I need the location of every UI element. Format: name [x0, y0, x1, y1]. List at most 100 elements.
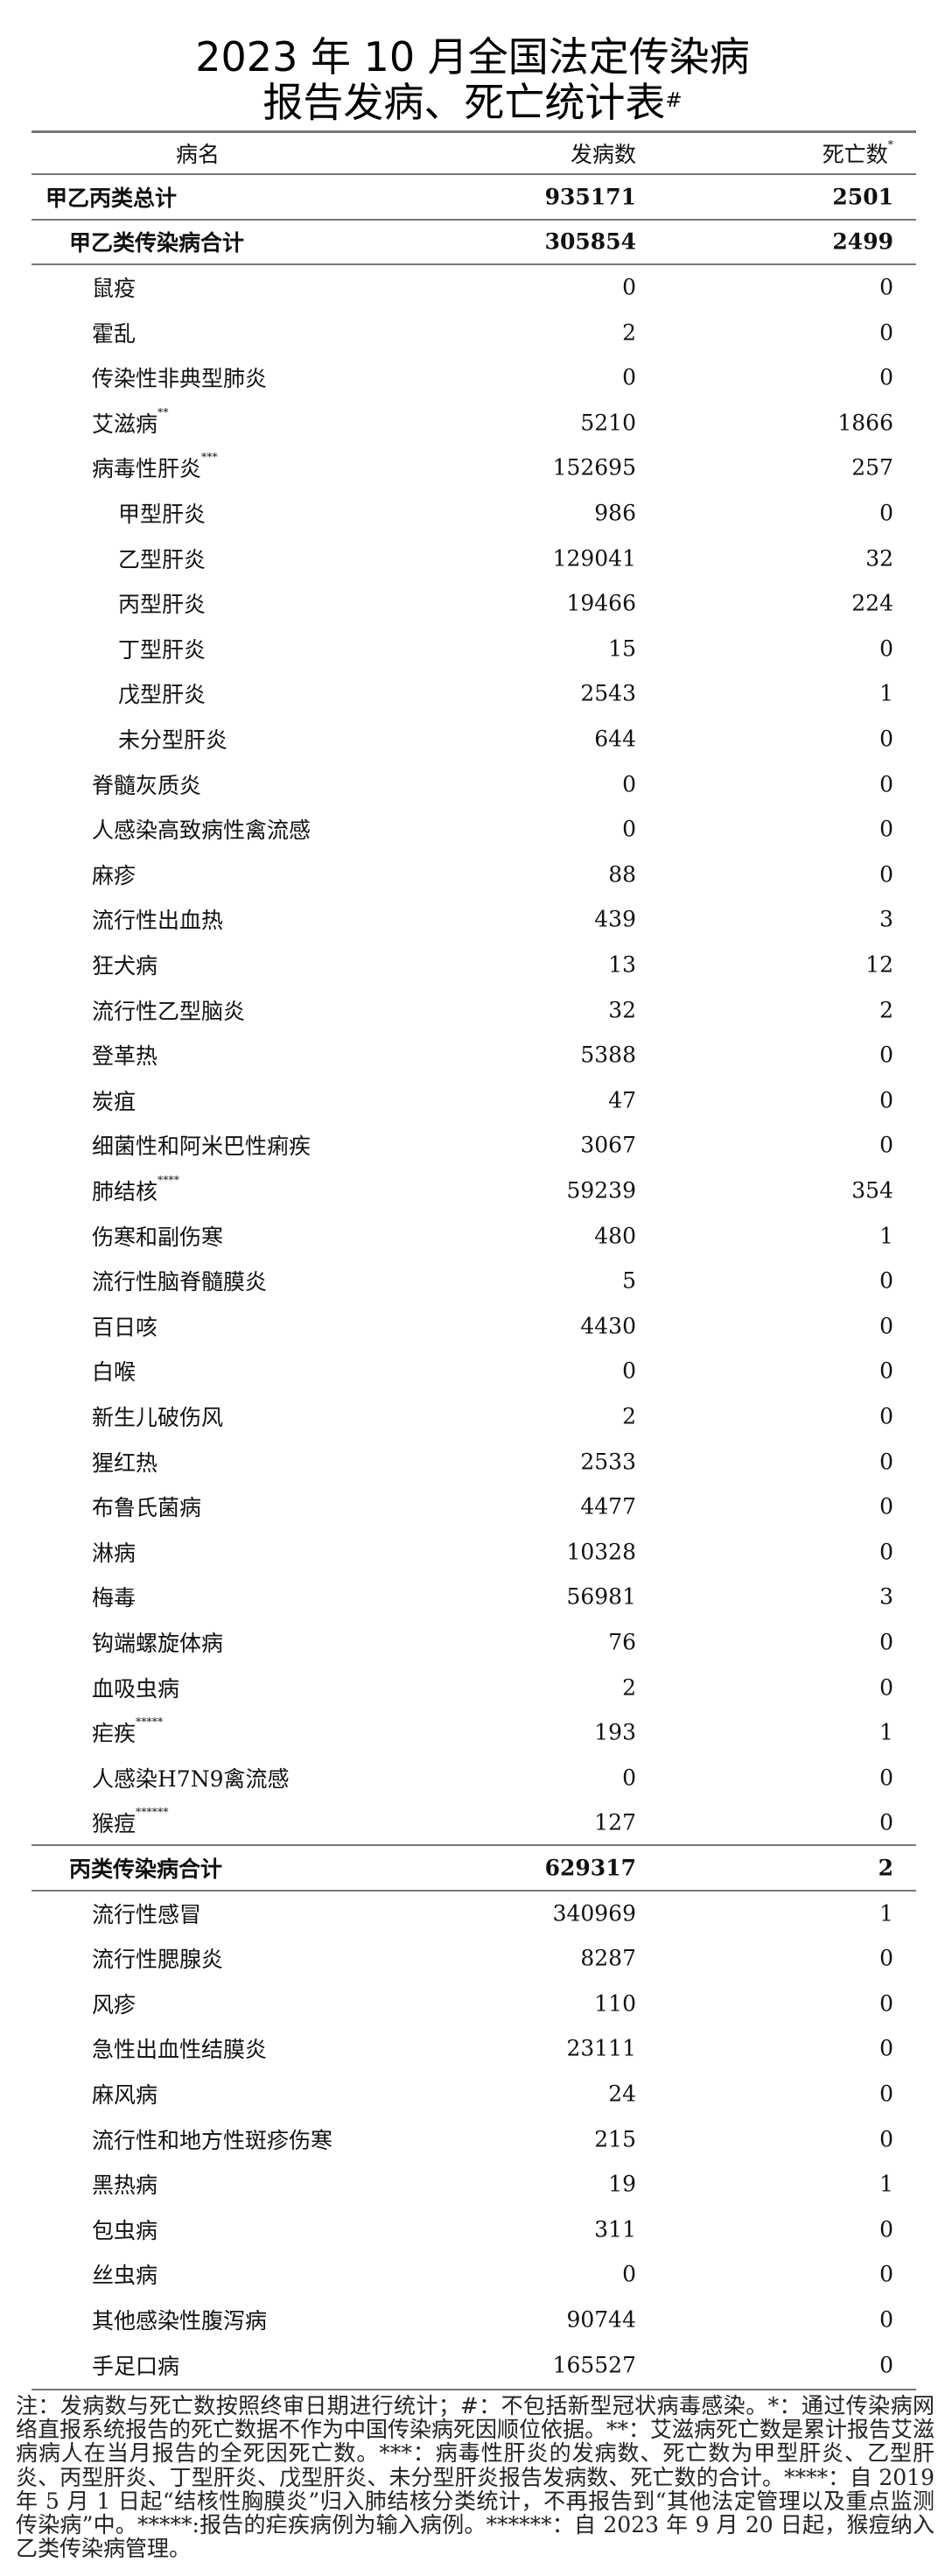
disease-name: 肺结核**** — [92, 1172, 180, 1206]
table-row: 流行性和地方性斑疹伤寒 215 0 — [32, 2116, 916, 2162]
disease-name: 急性出血性结膜炎 — [92, 2032, 267, 2064]
page-subtitle: 报告发病、死亡统计表# — [0, 79, 945, 126]
disease-name: 炭疽 — [92, 1084, 136, 1116]
disease-name-text: 丁型肝炎 — [118, 636, 206, 663]
table-row: 脊髓灰质炎 0 0 — [32, 762, 916, 807]
incidence-value: 439 — [594, 906, 636, 932]
disease-name-text: 人感染H7N9禽流感 — [92, 1765, 290, 1792]
deaths-value: 0 — [879, 1267, 893, 1294]
disease-name: 丙型肝炎 — [118, 587, 206, 619]
table-row: 甲型肝炎 986 0 — [32, 490, 916, 536]
table-row: 丙类传染病合计 629317 2 — [32, 1845, 916, 1891]
incidence-value: 2 — [622, 1403, 636, 1429]
incidence-value: 0 — [622, 364, 636, 390]
disease-name-text: 流行性腮腺炎 — [92, 1947, 224, 1973]
row-rule — [32, 219, 916, 221]
table-row: 梅毒 56981 3 — [32, 1575, 916, 1620]
table-row: 细菌性和阿米巴性痢疾 3067 0 — [32, 1123, 916, 1169]
table-row: 布鲁氏菌病 4477 0 — [32, 1484, 916, 1529]
incidence-value: 2 — [622, 1674, 636, 1701]
deaths-value: 0 — [879, 1629, 893, 1655]
disease-name-text: 麻疹 — [92, 862, 136, 888]
table-header: 病名 发病数 死亡数* — [32, 131, 916, 174]
disease-name: 其他感染性腹泻病 — [92, 2304, 267, 2335]
disease-name: 流行性感冒 — [92, 1898, 201, 1929]
footnote-mark: **** — [158, 1172, 180, 1186]
disease-name: 脊髓灰质炎 — [92, 769, 201, 800]
disease-name-text: 甲乙类传染病合计 — [69, 230, 245, 256]
table-row: 炭疽 47 0 — [32, 1077, 916, 1123]
table-row: 未分型肝炎 644 0 — [32, 716, 916, 762]
deaths-value: 0 — [879, 635, 893, 662]
deaths-value: 0 — [879, 1674, 893, 1701]
incidence-value: 165527 — [552, 2352, 636, 2378]
disease-name: 乙型肝炎 — [118, 543, 206, 574]
table-row: 流行性脑脊髓膜炎 5 0 — [32, 1258, 916, 1303]
disease-name: 细菌性和阿米巴性痢疾 — [92, 1129, 311, 1161]
incidence-value: 0 — [622, 816, 636, 842]
disease-name: 流行性脑脊髓膜炎 — [92, 1265, 267, 1296]
table-row: 淋病 10328 0 — [32, 1529, 916, 1575]
table-row: 钩端螺旋体病 76 0 — [32, 1619, 916, 1665]
disease-name: 猩红热 — [92, 1446, 158, 1478]
deaths-value: 0 — [879, 319, 893, 346]
table-row: 肺结核**** 59239 354 — [32, 1168, 916, 1213]
disease-name-text: 麻风病 — [92, 2081, 158, 2108]
deaths-value: 1 — [879, 1223, 893, 1249]
disease-name: 风疹 — [92, 1988, 136, 2019]
disease-name: 戊型肝炎 — [118, 677, 206, 709]
disease-name: 手足口病 — [92, 2349, 179, 2381]
deaths-value: 0 — [879, 1493, 893, 1520]
incidence-value: 32 — [608, 997, 636, 1023]
deaths-value: 0 — [879, 2306, 893, 2333]
header-deaths-text: 死亡数 — [822, 141, 888, 167]
incidence-value: 24 — [608, 2081, 636, 2107]
incidence-value: 215 — [594, 2126, 636, 2152]
deaths-value: 0 — [879, 1990, 893, 2017]
disease-name-text: 丝虫病 — [92, 2263, 158, 2289]
footnote-mark: ***** — [136, 1715, 164, 1729]
disease-name-text: 包虫病 — [92, 2217, 158, 2243]
footnote-mark: ** — [158, 404, 169, 418]
disease-name: 黑热病 — [92, 2168, 158, 2200]
deaths-value: 0 — [879, 1765, 893, 1791]
table-row: 麻疹 88 0 — [32, 852, 916, 897]
disease-name: 流行性乙型脑炎 — [92, 994, 245, 1026]
table-row: 鼠疫 0 0 — [32, 264, 916, 310]
disease-name-text: 流行性乙型脑炎 — [92, 998, 246, 1024]
disease-name: 疟疾***** — [92, 1715, 164, 1748]
page-title: 2023 年 10 月全国法定传染病 — [195, 33, 750, 81]
disease-name-text: 猩红热 — [92, 1449, 158, 1476]
table-row: 登革热 5388 0 — [32, 1032, 916, 1077]
table-row: 病毒性肝炎*** 152695 257 — [32, 446, 916, 491]
disease-name: 流行性和地方性斑疹伤寒 — [92, 2123, 332, 2155]
disease-name-text: 手足口病 — [92, 2353, 180, 2379]
disease-name: 梅毒 — [92, 1581, 136, 1612]
incidence-value: 0 — [622, 1765, 636, 1791]
deaths-value: 0 — [879, 1945, 893, 1971]
incidence-value: 90744 — [566, 2306, 636, 2333]
table-row: 手足口病 165527 0 — [32, 2342, 916, 2388]
incidence-value: 340969 — [552, 1900, 636, 1927]
table-row: 白喉 0 0 — [32, 1349, 916, 1394]
deaths-value: 0 — [879, 1042, 893, 1068]
disease-name-text: 钩端螺旋体病 — [92, 1630, 224, 1656]
disease-name-text: 狂犬病 — [92, 952, 158, 979]
disease-name-text: 流行性脑脊髓膜炎 — [92, 1269, 268, 1295]
deaths-value: 0 — [879, 274, 893, 300]
disease-name: 流行性出血热 — [92, 903, 223, 935]
disease-name-text: 细菌性和阿米巴性痢疾 — [92, 1134, 312, 1160]
incidence-value: 193 — [594, 1719, 636, 1745]
deaths-value: 32 — [865, 545, 893, 572]
deaths-value: 0 — [879, 2035, 893, 2061]
incidence-value: 4477 — [580, 1493, 636, 1520]
row-rule — [32, 1890, 916, 1892]
table-row: 丁型肝炎 15 0 — [32, 626, 916, 671]
deaths-value: 2499 — [832, 228, 893, 255]
subtitle-text: 报告发病、死亡统计表 — [262, 79, 666, 126]
disease-name-text: 百日咳 — [92, 1314, 158, 1340]
disease-name: 包虫病 — [92, 2214, 158, 2245]
incidence-value: 13 — [608, 951, 636, 978]
table-row: 甲乙类传染病合计 305854 2499 — [32, 220, 916, 265]
deaths-value: 0 — [879, 1449, 893, 1475]
